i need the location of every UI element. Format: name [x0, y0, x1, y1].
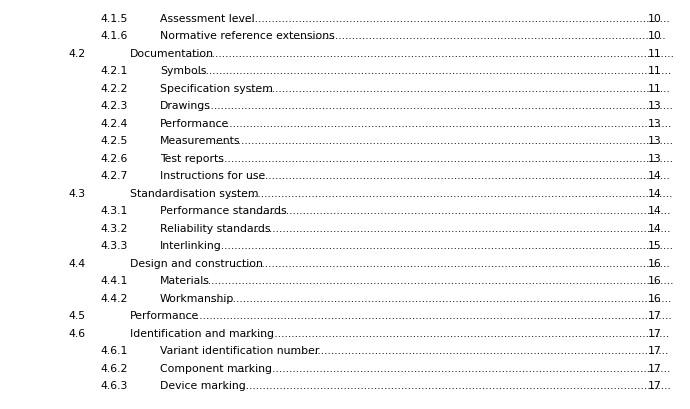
Text: 4.2.3: 4.2.3: [100, 101, 128, 111]
Text: Device marking: Device marking: [160, 380, 246, 390]
Text: Documentation: Documentation: [130, 49, 214, 58]
Text: 11: 11: [648, 66, 662, 76]
Text: 10: 10: [648, 14, 662, 24]
Text: 4.3.1: 4.3.1: [100, 206, 128, 216]
Text: ................................................................................: ........................................…: [210, 119, 673, 128]
Text: 4.2.2: 4.2.2: [100, 83, 128, 94]
Text: 17: 17: [648, 346, 662, 355]
Text: 11: 11: [648, 83, 662, 94]
Text: ................................................................................: ........................................…: [201, 276, 674, 285]
Text: Performance standards: Performance standards: [160, 206, 286, 216]
Text: 4.6.3: 4.6.3: [100, 380, 128, 390]
Text: ................................................................................: ........................................…: [253, 223, 672, 233]
Text: Workmanship: Workmanship: [160, 293, 235, 303]
Text: ................................................................................: ........................................…: [236, 363, 671, 373]
Text: ................................................................................: ........................................…: [228, 188, 673, 198]
Text: 4.3: 4.3: [68, 188, 85, 198]
Text: Instructions for use: Instructions for use: [160, 171, 265, 181]
Text: Performance: Performance: [130, 310, 199, 321]
Text: 4.5: 4.5: [68, 310, 85, 321]
Text: Performance: Performance: [160, 119, 229, 128]
Text: Materials: Materials: [160, 276, 210, 285]
Text: 4.2.6: 4.2.6: [100, 153, 128, 163]
Text: Variant identification number: Variant identification number: [160, 346, 319, 355]
Text: 4.2.7: 4.2.7: [100, 171, 128, 181]
Text: ................................................................................: ........................................…: [288, 346, 669, 355]
Text: 17: 17: [648, 310, 662, 321]
Text: 15: 15: [648, 240, 662, 251]
Text: ................................................................................: ........................................…: [197, 101, 673, 111]
Text: 4.2.5: 4.2.5: [100, 136, 128, 146]
Text: 4.4.1: 4.4.1: [100, 276, 128, 285]
Text: 4.6: 4.6: [68, 328, 85, 338]
Text: ................................................................................: ........................................…: [223, 380, 672, 390]
Text: 13: 13: [648, 136, 662, 146]
Text: 4.2.4: 4.2.4: [100, 119, 128, 128]
Text: Standardisation system: Standardisation system: [130, 188, 259, 198]
Text: Component marking: Component marking: [160, 363, 272, 373]
Text: ................................................................................: ........................................…: [245, 328, 670, 338]
Text: Drawings: Drawings: [160, 101, 211, 111]
Text: Design and construction: Design and construction: [130, 258, 263, 268]
Text: 17: 17: [648, 328, 662, 338]
Text: 13: 13: [648, 101, 662, 111]
Text: 16: 16: [648, 276, 662, 285]
Text: ................................................................................: ........................................…: [249, 171, 671, 181]
Text: ................................................................................: ........................................…: [249, 83, 671, 94]
Text: 17: 17: [648, 363, 662, 373]
Text: ................................................................................: ........................................…: [232, 14, 671, 24]
Text: Interlinking: Interlinking: [160, 240, 221, 251]
Text: 13: 13: [648, 119, 662, 128]
Text: Assessment level: Assessment level: [160, 14, 255, 24]
Text: 14: 14: [648, 223, 662, 233]
Text: 4.4: 4.4: [68, 258, 85, 268]
Text: ................................................................................: ........................................…: [292, 31, 667, 41]
Text: 4.2: 4.2: [68, 49, 85, 58]
Text: ................................................................................: ........................................…: [215, 153, 673, 163]
Text: 13: 13: [648, 153, 662, 163]
Text: 4.4.2: 4.4.2: [100, 293, 128, 303]
Text: Measurements: Measurements: [160, 136, 241, 146]
Text: ................................................................................: ........................................…: [189, 49, 675, 58]
Text: Identification and marking: Identification and marking: [130, 328, 274, 338]
Text: 16: 16: [648, 293, 662, 303]
Text: ................................................................................: ........................................…: [215, 240, 673, 251]
Text: ................................................................................: ........................................…: [215, 136, 673, 146]
Text: Normative reference extensions: Normative reference extensions: [160, 31, 335, 41]
Text: 14: 14: [648, 206, 662, 216]
Text: Specification system: Specification system: [160, 83, 273, 94]
Text: 11: 11: [648, 49, 662, 58]
Text: 4.6.2: 4.6.2: [100, 363, 128, 373]
Text: ................................................................................: ........................................…: [210, 293, 673, 303]
Text: 4.3.2: 4.3.2: [100, 223, 128, 233]
Text: 17: 17: [648, 380, 662, 390]
Text: ................................................................................: ........................................…: [232, 258, 671, 268]
Text: 14: 14: [648, 188, 662, 198]
Text: 4.2.1: 4.2.1: [100, 66, 128, 76]
Text: Test reports: Test reports: [160, 153, 224, 163]
Text: ................................................................................: ........................................…: [180, 310, 673, 321]
Text: 4.6.1: 4.6.1: [100, 346, 128, 355]
Text: 4.1.5: 4.1.5: [100, 14, 128, 24]
Text: 4.1.6: 4.1.6: [100, 31, 128, 41]
Text: ................................................................................: ........................................…: [253, 206, 672, 216]
Text: 10: 10: [648, 31, 662, 41]
Text: Symbols: Symbols: [160, 66, 206, 76]
Text: 4.3.3: 4.3.3: [100, 240, 128, 251]
Text: 14: 14: [648, 171, 662, 181]
Text: 16: 16: [648, 258, 662, 268]
Text: ................................................................................: ........................................…: [193, 66, 672, 76]
Text: Reliability standards: Reliability standards: [160, 223, 270, 233]
